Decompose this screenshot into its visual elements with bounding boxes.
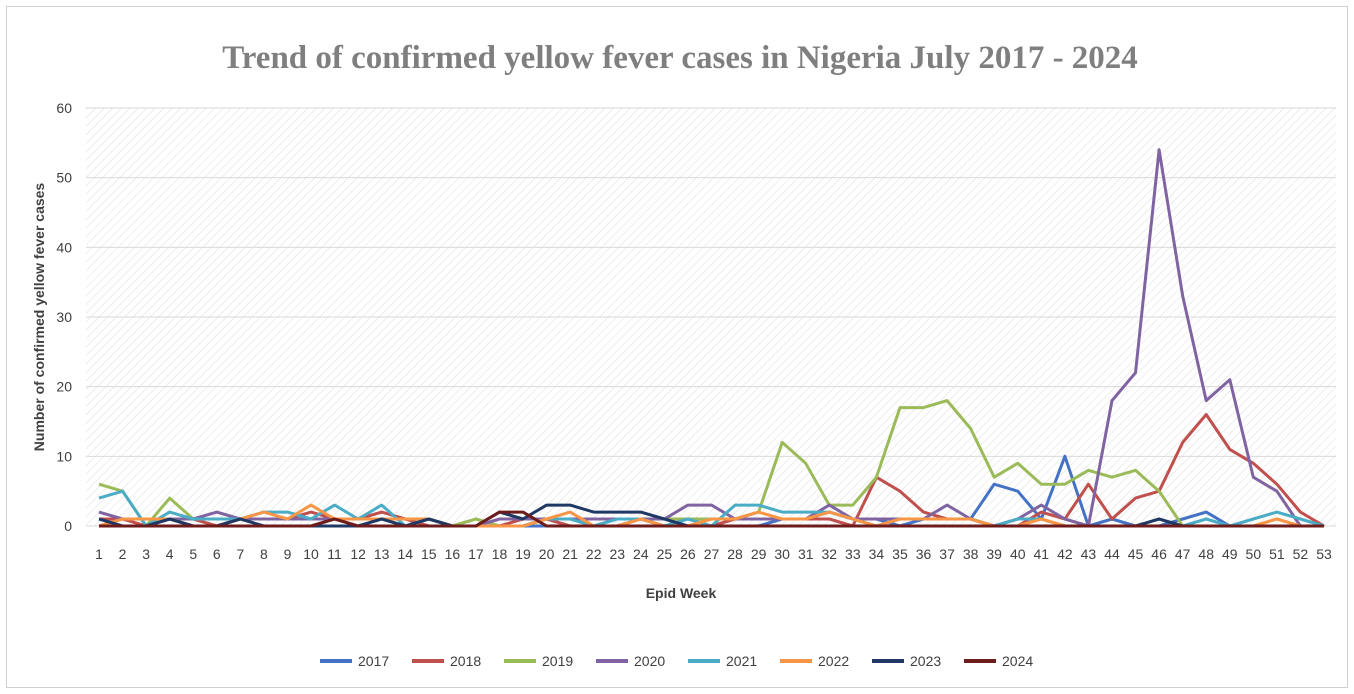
legend-label: 2019 [542,653,573,669]
legend-label: 2024 [1002,653,1033,669]
x-tick-label: 32 [821,546,837,562]
x-tick-label: 16 [445,546,461,562]
y-axis-ticks: 0 10 20 30 40 50 60 [56,100,72,534]
x-tick-label: 20 [539,546,555,562]
x-tick-label: 10 [303,546,319,562]
x-tick-label: 46 [1151,546,1167,562]
x-tick-label: 6 [213,546,221,562]
legend-item-2023: 2023 [872,653,941,669]
x-tick-label: 48 [1198,546,1214,562]
x-tick-label: 45 [1128,546,1144,562]
y-tick-label: 30 [56,309,72,325]
y-tick-label: 50 [56,170,72,186]
x-tick-label: 44 [1104,546,1120,562]
legend-item-2020: 2020 [596,653,665,669]
x-tick-label: 39 [986,546,1002,562]
x-tick-label: 49 [1222,546,1238,562]
x-tick-label: 7 [236,546,244,562]
series-line-2024 [99,510,1324,528]
x-tick-label: 2 [119,546,127,562]
x-tick-label: 29 [751,546,767,562]
x-tick-label: 15 [421,546,437,562]
y-tick-label: 0 [64,518,72,534]
x-tick-label: 36 [916,546,932,562]
x-tick-label: 12 [350,546,366,562]
x-tick-label: 51 [1269,546,1285,562]
x-tick-label: 43 [1081,546,1097,562]
legend-label: 2018 [450,653,481,669]
legend-label: 2023 [910,653,941,669]
legend-label: 2021 [726,653,757,669]
y-tick-label: 10 [56,448,72,464]
y-tick-label: 20 [56,379,72,395]
x-tick-label: 8 [260,546,268,562]
x-tick-label: 26 [680,546,696,562]
legend-item-2021: 2021 [688,653,757,669]
x-tick-label: 21 [562,546,578,562]
legend-label: 2017 [358,653,389,669]
x-tick-label: 4 [166,546,174,562]
x-tick-label: 27 [704,546,720,562]
x-tick-label: 50 [1246,546,1262,562]
x-tick-label: 17 [468,546,484,562]
gridlines [86,107,1336,527]
series-line-2020 [98,148,1324,528]
legend-item-2019: 2019 [504,653,573,669]
x-tick-label: 13 [374,546,390,562]
x-tick-label: 38 [963,546,979,562]
x-tick-label: 34 [869,546,885,562]
x-tick-label: 5 [189,546,197,562]
x-tick-label: 33 [845,546,861,562]
x-tick-label: 11 [327,546,342,562]
x-tick-label: 30 [774,546,790,562]
x-tick-label: 22 [586,546,602,562]
x-tick-label: 52 [1293,546,1309,562]
x-tick-label: 25 [657,546,673,562]
legend-item-2022: 2022 [780,653,849,669]
x-tick-label: 53 [1316,546,1332,562]
x-tick-label: 23 [609,546,625,562]
x-tick-label: 1 [95,546,103,562]
x-tick-label: 28 [727,546,743,562]
x-tick-label: 42 [1057,546,1073,562]
x-tick-label: 18 [492,546,508,562]
y-tick-label: 40 [56,239,72,255]
series-lines [98,148,1325,528]
x-tick-label: 3 [142,546,150,562]
legend: 2017 2018 2019 2020 2021 2022 2023 2024 [320,653,1033,669]
legend-item-2018: 2018 [412,653,481,669]
x-tick-label: 47 [1175,546,1191,562]
x-tick-label: 40 [1010,546,1026,562]
x-axis-label: Epid Week [646,585,717,601]
x-tick-label: 9 [284,546,292,562]
x-axis-ticks: 1 2 3 4 5 6 7 8 9 10 11 12 13 14 15 16 17 18 19 20 21 22 23 24 2… [95,546,1332,562]
chart-title: Trend of confirmed yellow fever cases in… [222,40,1138,76]
legend-item-2024: 2024 [964,653,1033,669]
x-tick-label: 14 [397,546,413,562]
x-tick-label: 41 [1034,546,1050,562]
y-axis-label: Number of confirmed yellow fever cases [31,183,47,452]
legend-label: 2022 [818,653,849,669]
x-tick-label: 37 [939,546,955,562]
x-tick-label: 31 [798,546,814,562]
x-tick-label: 24 [633,546,649,562]
x-tick-label: 35 [892,546,908,562]
y-tick-label: 60 [56,100,72,116]
legend-label: 2020 [634,653,665,669]
legend-item-2017: 2017 [320,653,389,669]
x-tick-label: 19 [515,546,531,562]
